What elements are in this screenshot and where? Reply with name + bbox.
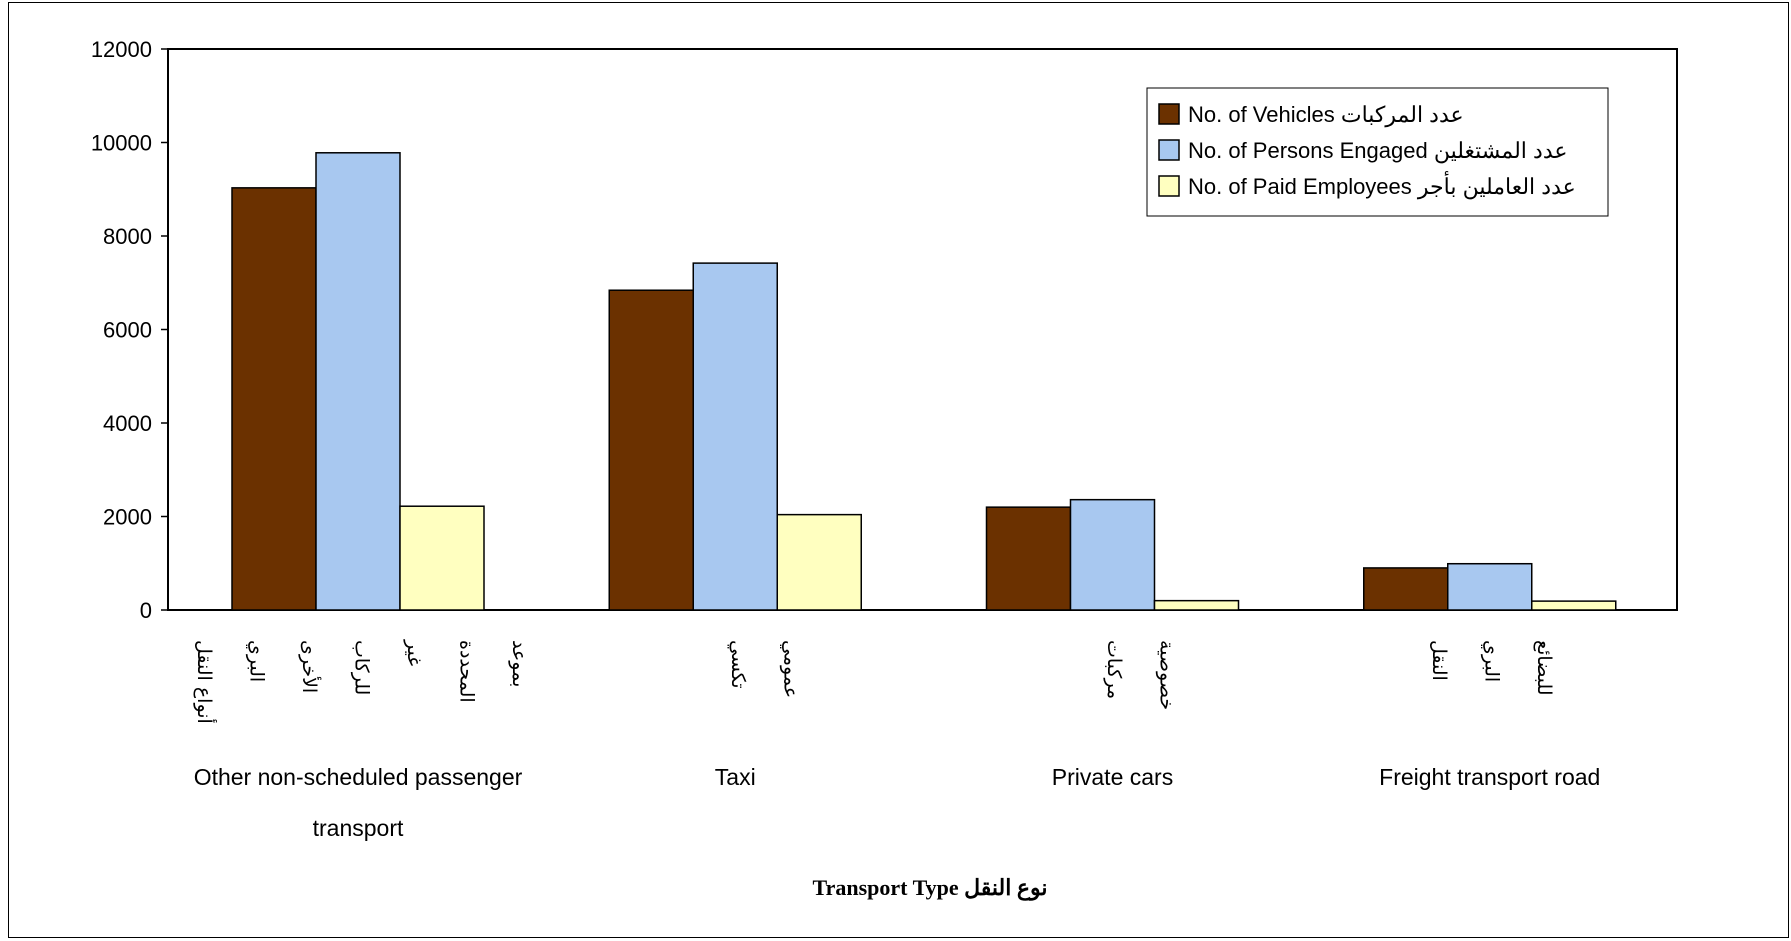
category-label: Taxi (715, 764, 756, 790)
category-arabic-label: أنواع النقل (193, 640, 217, 724)
category-arabic-label: خصوصية (1156, 640, 1178, 710)
legend-label-3: No. of Paid Employees عدد العاملين بأجر (1188, 170, 1576, 200)
category-arabic-label: البري (246, 640, 268, 682)
category-label: Private cars (1052, 764, 1173, 790)
category-arabic-label: المحددة (456, 640, 478, 703)
bar-series3-cat3 (1153, 599, 1240, 611)
y-tick-label: 4000 (103, 411, 152, 436)
y-tick-label: 8000 (103, 224, 152, 249)
bar-series3-cat1 (399, 505, 485, 611)
bar-series2-cat3 (1069, 498, 1156, 611)
x-axis-title: نوع النقل Transport Type (813, 875, 1048, 901)
legend-swatch-2 (1158, 139, 1180, 161)
category-arabic-label: تكسي (727, 640, 749, 689)
legend: No. of Vehicles عدد المركبات No. of Perso… (1146, 87, 1609, 217)
bar-series3-cat4 (1531, 600, 1617, 611)
y-tick-label: 2000 (103, 505, 152, 530)
category-arabic-label: النقل (1428, 640, 1450, 681)
category-arabic-label: غير (403, 639, 425, 666)
category-arabic-label: البري (1481, 640, 1503, 682)
category-arabic-label: للبضائع (1533, 640, 1555, 695)
bar-series1-cat1 (231, 187, 317, 611)
legend-swatch-1 (1158, 103, 1180, 125)
category-arabic-label: عمومي (780, 640, 802, 698)
bar-series2-cat4 (1447, 562, 1533, 611)
bar-series2-cat2 (692, 262, 778, 611)
bar-series1-cat2 (608, 289, 694, 611)
bar-series3-cat2 (776, 513, 862, 611)
y-tick-label: 0 (140, 598, 152, 623)
category-arabic-label: للركاب (351, 640, 373, 695)
y-tick-label: 12000 (91, 37, 152, 62)
bar-series2-cat1 (315, 152, 401, 611)
bar-series1-cat3 (985, 506, 1072, 611)
category-label: transport (313, 815, 404, 841)
y-tick-label: 6000 (103, 318, 152, 343)
category-arabic-label: مركبات (1103, 640, 1125, 699)
category-label: Freight transport road (1379, 764, 1600, 790)
legend-box (1146, 87, 1609, 217)
category-label: Other non-scheduled passenger (194, 764, 523, 790)
legend-swatch-3 (1158, 175, 1180, 197)
bar-series1-cat4 (1363, 567, 1449, 611)
category-arabic-label: الأخرى (298, 640, 321, 693)
y-tick-label: 10000 (91, 131, 152, 156)
legend-label-1: No. of Vehicles عدد المركبات (1188, 102, 1464, 128)
legend-label-2: No. of Persons Engaged عدد المشتغلين (1188, 138, 1568, 164)
category-arabic-label: بموعد (508, 640, 530, 687)
